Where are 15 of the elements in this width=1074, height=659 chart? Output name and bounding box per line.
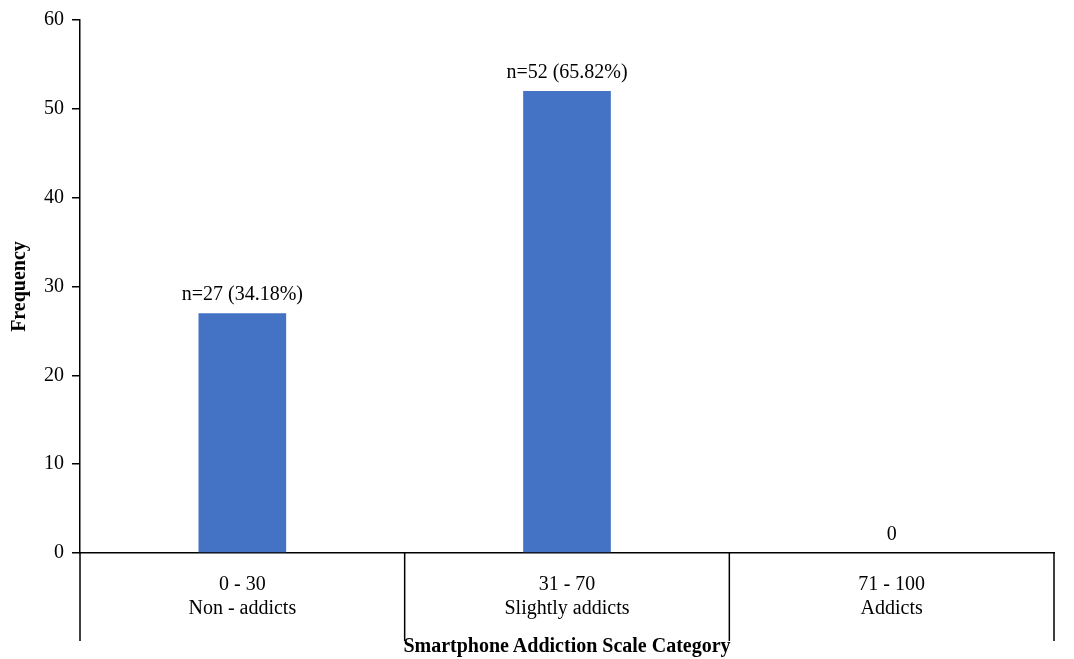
data-label: 0 xyxy=(886,522,897,545)
y-tick-label: 0 xyxy=(54,540,64,563)
y-tick-label: 20 xyxy=(44,362,64,385)
x-tick-label: 0 - 30 Non - addicts xyxy=(188,572,297,619)
data-label: n=27 (34.18%) xyxy=(181,282,303,306)
y-tick-label: 60 xyxy=(44,7,64,30)
y-tick-label: 40 xyxy=(44,184,64,207)
y-tick-label: 10 xyxy=(44,451,64,474)
y-axis-title: Frequency xyxy=(7,241,31,332)
y-tick-label: 30 xyxy=(44,273,64,296)
y-tick-label: 50 xyxy=(44,96,64,119)
x-axis-title: Smartphone Addiction Scale Category xyxy=(403,634,731,658)
x-tick-label: 31 - 70 Slightly addicts xyxy=(504,572,630,620)
x-tick-label: 71 - 100 Addicts xyxy=(858,572,925,619)
data-label: n=52 (65.82%) xyxy=(506,60,628,84)
